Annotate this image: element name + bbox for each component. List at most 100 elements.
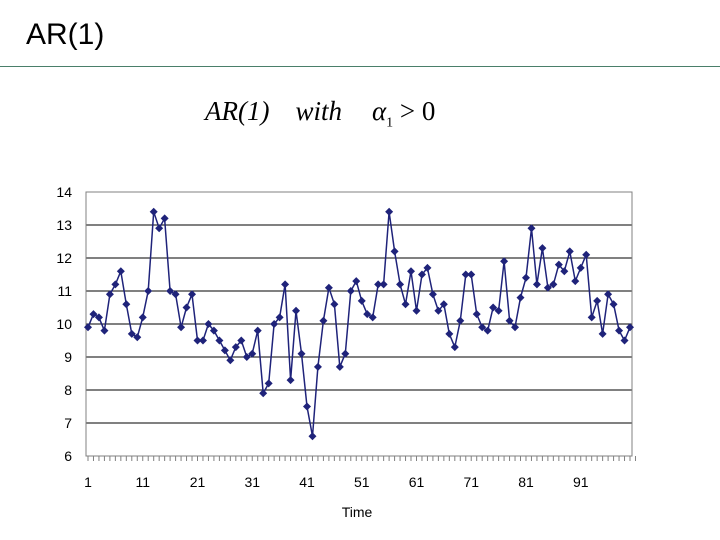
data-point — [193, 336, 202, 345]
formula-word: with — [295, 96, 342, 126]
data-point — [412, 306, 421, 315]
data-point — [428, 290, 437, 299]
data-point — [527, 224, 536, 233]
y-tick-label: 9 — [64, 349, 72, 365]
data-point — [286, 376, 295, 385]
data-point — [450, 343, 459, 352]
x-axis-label: Time — [342, 504, 373, 520]
data-point — [313, 362, 322, 371]
data-point — [209, 326, 218, 335]
data-point — [521, 273, 530, 282]
data-point — [253, 326, 262, 335]
data-point — [587, 313, 596, 322]
data-point — [94, 313, 103, 322]
series-line — [87, 211, 631, 437]
data-point — [604, 290, 613, 299]
formula-subscript: 1 — [386, 115, 394, 131]
data-point — [582, 250, 591, 259]
data-point — [626, 323, 634, 332]
data-point — [155, 224, 164, 233]
data-point — [368, 313, 377, 322]
data-point — [417, 270, 426, 279]
data-point — [220, 346, 229, 355]
data-point — [138, 313, 147, 322]
formula-symbol: α — [371, 96, 387, 126]
data-point — [242, 353, 251, 361]
data-point — [352, 277, 361, 286]
x-tick-label: 11 — [135, 474, 150, 490]
data-point — [576, 263, 585, 272]
data-point — [538, 244, 547, 253]
data-point — [133, 333, 142, 342]
x-tick-label: 51 — [354, 474, 370, 490]
data-point — [177, 323, 186, 332]
data-point — [346, 287, 355, 295]
data-point — [116, 267, 125, 276]
data-point — [445, 329, 454, 338]
data-point — [330, 300, 339, 309]
data-point — [554, 260, 563, 269]
data-point — [226, 356, 235, 365]
data-point — [292, 306, 301, 315]
series-markers — [84, 207, 634, 441]
data-point — [401, 300, 410, 309]
plot-area-frame — [85, 191, 633, 457]
data-point — [182, 303, 191, 312]
data-point — [275, 313, 284, 322]
y-tick-label: 10 — [56, 316, 72, 332]
data-point — [248, 349, 257, 358]
y-tick-label: 11 — [57, 283, 72, 299]
data-point — [204, 320, 213, 328]
data-point — [494, 306, 503, 315]
data-point — [144, 287, 153, 295]
data-point — [385, 207, 394, 216]
x-tick-label: 81 — [518, 474, 534, 490]
data-point — [335, 362, 344, 371]
data-point — [379, 280, 388, 289]
data-point — [439, 300, 448, 309]
gridlines — [86, 191, 632, 457]
data-point — [127, 329, 136, 338]
slide-title: AR(1) — [26, 18, 105, 51]
formula-lhs: AR(1) — [205, 96, 270, 126]
data-point — [500, 257, 509, 266]
data-point — [259, 389, 268, 398]
data-point — [467, 270, 476, 279]
data-point — [100, 326, 109, 335]
y-tick-label: 6 — [64, 448, 72, 464]
x-tick-label: 91 — [573, 474, 589, 490]
data-point — [609, 300, 618, 309]
x-tick-label: 21 — [190, 474, 206, 490]
data-point — [593, 296, 602, 305]
data-point — [615, 326, 624, 335]
data-point — [472, 310, 481, 319]
y-axis-ticks: 6 7 8 9 10 11 12 13 14 — [56, 184, 72, 464]
data-point — [215, 336, 224, 345]
formula-caption: AR(1) with α1 > 0 — [205, 96, 435, 131]
data-point — [237, 336, 246, 345]
data-point — [434, 306, 443, 315]
data-point — [324, 283, 333, 292]
data-point — [122, 300, 131, 309]
data-point — [532, 280, 541, 289]
data-point — [571, 277, 580, 286]
data-point — [505, 316, 514, 325]
y-tick-label: 8 — [64, 382, 72, 398]
data-point — [549, 280, 558, 289]
x-tick-label: 61 — [409, 474, 425, 490]
x-tick-label: 41 — [299, 474, 315, 490]
x-tick-label: 1 — [84, 474, 92, 490]
data-point — [423, 263, 432, 272]
title-divider — [0, 66, 720, 67]
data-point — [478, 323, 487, 332]
data-point — [319, 316, 328, 325]
data-point — [407, 267, 416, 276]
data-point — [363, 310, 372, 319]
data-point — [374, 280, 383, 289]
x-tick-label: 71 — [463, 474, 479, 490]
formula-relation: > 0 — [399, 96, 436, 126]
data-point — [357, 296, 366, 305]
data-point — [511, 323, 520, 332]
data-point — [461, 270, 470, 279]
data-point — [111, 280, 120, 289]
